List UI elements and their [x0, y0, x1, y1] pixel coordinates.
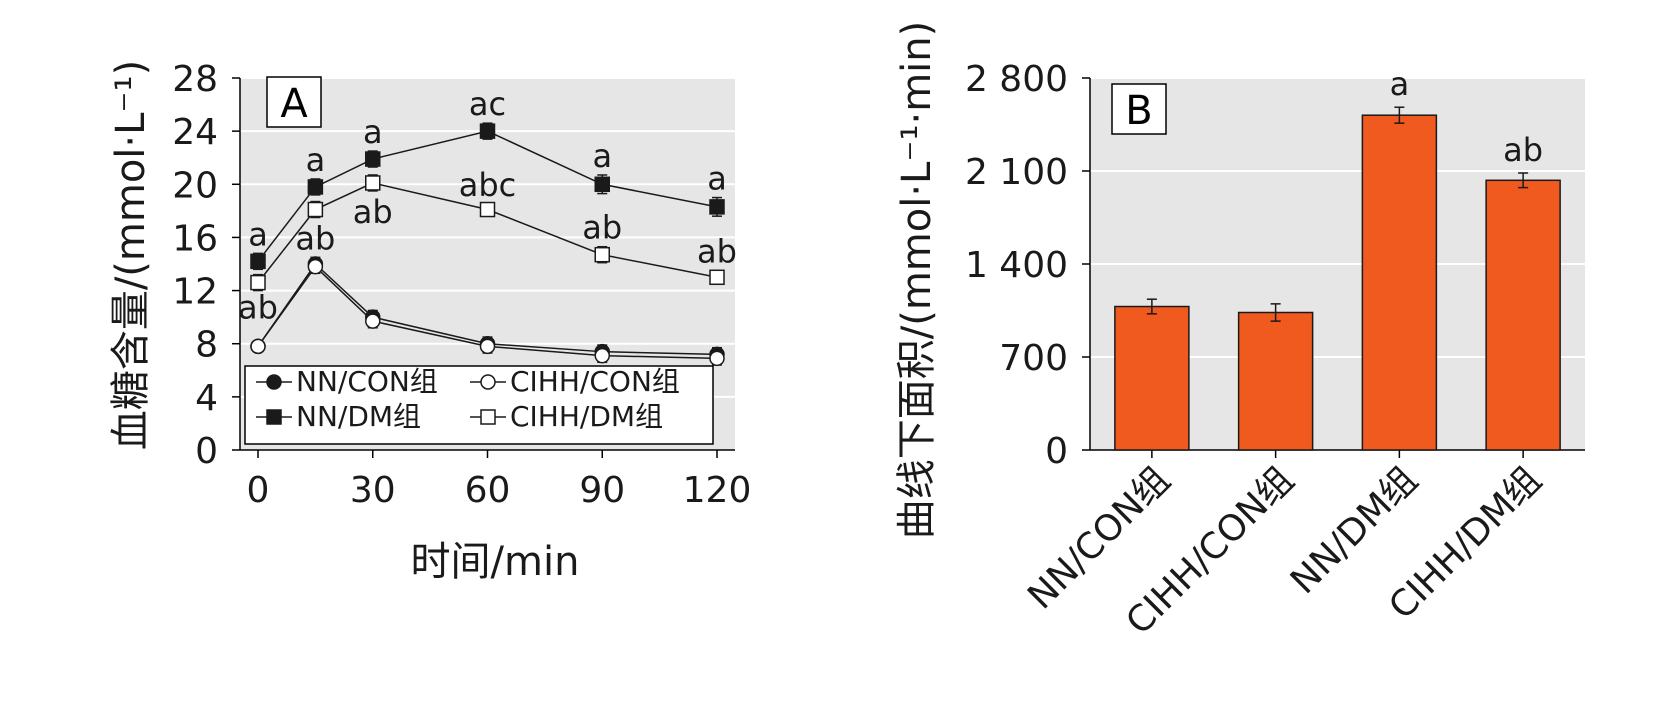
series-line: [257, 130, 718, 262]
chart-b-y-tick-label: 2 800: [965, 59, 1068, 100]
legend-item: NN/CON组: [256, 365, 438, 398]
data-point: [307, 179, 324, 195]
chart-a-x-tick-label: 60: [465, 470, 511, 511]
chart-a-x-tick-label: 90: [579, 470, 625, 511]
chart-b-y-tick-label: 1 400: [965, 245, 1068, 286]
legend-marker: [266, 374, 282, 390]
data-point: [307, 201, 324, 218]
chart-a-y-tick-label: 16: [172, 218, 218, 259]
legend-item: CIHH/CON组: [470, 365, 680, 398]
chart-a-panel-badge: A: [266, 76, 322, 128]
chart-a-y-tick-label: 12: [172, 272, 218, 313]
chart-b-panel-label: B: [1125, 88, 1152, 134]
series-line: [257, 265, 718, 360]
series-CIHH/CON组: [250, 258, 725, 367]
significance-label: ab: [295, 220, 335, 258]
bar-CIHH/CON组: [1237, 311, 1314, 451]
legend-box: [244, 365, 714, 445]
data-point: [365, 313, 381, 329]
series-line: [257, 262, 718, 356]
chart-a-panel-label: A: [280, 81, 308, 127]
chart-a-y-axis-label: 血糖含量/(mmol·L⁻¹): [108, 60, 154, 450]
significance-label: a: [707, 160, 727, 198]
chart-a-y-tick-label: 0: [195, 431, 218, 472]
bar-NN/DM组: [1361, 114, 1438, 451]
significance-label: a: [1390, 65, 1410, 103]
significance-label: ac: [469, 85, 506, 123]
legend-label: CIHH/DM组: [510, 400, 663, 433]
series-NN/DM组: [250, 122, 725, 271]
chart-b-y-tick-label: 2 100: [965, 152, 1068, 193]
significance-label: a: [248, 215, 268, 253]
chart-a-y-tick-label: 8: [195, 325, 218, 366]
data-point: [479, 123, 496, 139]
legend-label: CIHH/CON组: [510, 365, 680, 398]
legend-label: NN/DM组: [296, 400, 421, 433]
chart-b-y-tick-label: 700: [999, 338, 1068, 379]
chart-a-legend: NN/CON组 CIHH/CON组 NN/DM组 CIHH/DM组: [244, 365, 714, 445]
bar-CIHH/DM组: [1485, 179, 1561, 451]
chart-b-bars: a ab: [1114, 65, 1561, 451]
data-point: [365, 151, 381, 167]
legend-marker: [480, 374, 496, 390]
significance-label: ab: [1503, 131, 1543, 169]
legend-marker: [480, 409, 496, 425]
data-point: [709, 199, 725, 215]
data-point: [709, 269, 725, 286]
data-point: [709, 350, 725, 367]
legend-label: NN/CON组: [296, 365, 438, 398]
data-point: [250, 274, 266, 291]
chart-b-y-axis-label: 曲线下面积/(mmol·L⁻¹·min): [894, 21, 940, 540]
bar-NN/CON组: [1114, 305, 1190, 451]
chart-a-y-tick-label: 24: [172, 112, 218, 153]
series-line: [257, 182, 718, 284]
significance-label: ab: [697, 233, 737, 271]
significance-label: ab: [582, 209, 622, 247]
series-CIHH/DM组: [250, 174, 725, 292]
chart-a-y-tick-label: 28: [172, 59, 218, 100]
chart-a-y-tick-label: 4: [195, 378, 218, 419]
data-point: [594, 347, 610, 364]
data-point: [307, 258, 324, 275]
chart-a-axes: 0 4 8 12 16 20 24 28 0 30 60 90 120: [172, 59, 751, 511]
chart-a-x-axis-label: 时间/min: [411, 539, 580, 585]
data-point: [594, 246, 610, 263]
significance-label: ab: [238, 289, 278, 327]
chart-a-y-tick-label: 20: [172, 165, 218, 206]
legend-item: CIHH/DM组: [470, 400, 663, 433]
chart-a-x-tick-label: 0: [247, 470, 270, 511]
data-point: [365, 175, 381, 191]
significance-label: a: [363, 113, 383, 151]
chart-b-y-tick-label: 0: [1045, 431, 1068, 472]
data-point: [250, 253, 266, 270]
legend-marker: [266, 409, 282, 425]
data-point: [479, 201, 496, 218]
data-point: [250, 338, 266, 355]
chart-a-x-tick-label: 30: [350, 470, 396, 511]
data-point: [594, 176, 610, 193]
data-point: [479, 338, 496, 355]
significance-label: a: [592, 137, 612, 175]
chart-a-x-tick-label: 120: [683, 470, 752, 511]
significance-label: abc: [459, 166, 517, 204]
chart-b-panel-badge: B: [1111, 83, 1167, 135]
significance-label: a: [306, 141, 326, 179]
significance-label: ab: [353, 193, 393, 231]
legend-item: NN/DM组: [256, 400, 421, 433]
